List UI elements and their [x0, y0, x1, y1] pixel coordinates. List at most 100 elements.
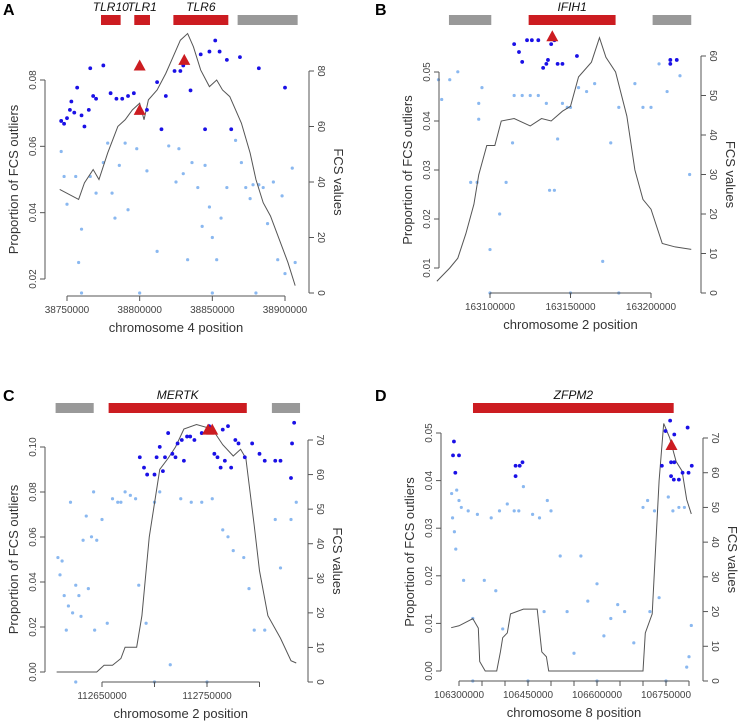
fcs-outlier-point — [192, 438, 197, 442]
fcs-point — [62, 593, 66, 598]
fcs-point — [207, 205, 212, 209]
gene-label: IFIH1 — [557, 0, 586, 14]
fcs-outlier-point — [185, 434, 189, 439]
fcs-outlier-point — [175, 441, 180, 446]
fcs-point — [280, 194, 284, 198]
fcs-point — [544, 101, 548, 105]
fcs-outlier-point — [172, 69, 177, 73]
right-tick-label: 10 — [709, 641, 720, 653]
fcs-point — [74, 174, 78, 179]
fcs-point — [247, 587, 251, 591]
left-tick-label: 0.04 — [422, 111, 433, 131]
right-tick-label: 10 — [314, 642, 325, 654]
right-tick-label: 0 — [314, 679, 325, 685]
fcs-point — [265, 222, 270, 226]
fcs-outlier-point — [59, 119, 64, 123]
fcs-outlier-point — [69, 99, 74, 104]
fcs-outlier-point — [672, 460, 677, 465]
fcs-point — [137, 583, 141, 587]
left-tick-label: 0.03 — [422, 160, 433, 180]
fcs-outlier-point — [262, 458, 267, 463]
fcs-point — [632, 641, 636, 645]
fcs-point — [510, 141, 515, 145]
fcs-point — [289, 517, 293, 522]
fcs-outlier-point — [65, 116, 69, 121]
fcs-outlier-point — [517, 50, 521, 54]
right-tick-label: 70 — [314, 434, 325, 446]
fcs-outlier-point — [451, 453, 455, 458]
fcs-point — [271, 180, 275, 184]
fcs-outlier-point — [229, 465, 234, 470]
fcs-point — [94, 191, 98, 195]
fcs-point — [66, 604, 70, 608]
fcs-outlier-point — [108, 91, 113, 96]
left-tick-label: 0.05 — [422, 62, 433, 82]
panel-b: B IFIH1 163100000 163150000 163200000 chromos… — [375, 0, 738, 332]
fcs-outlier-point — [668, 58, 673, 62]
fcs-outlier-point — [278, 458, 283, 463]
fcs-point — [145, 169, 149, 173]
panel-letter: D — [375, 388, 387, 405]
fcs-point — [95, 538, 99, 542]
fcs-outlier-point — [233, 438, 238, 442]
fcs-outlier-point — [672, 432, 677, 437]
left-tick-label: 0.00 — [424, 661, 435, 681]
fcs-outlier-point — [154, 455, 159, 460]
panel-c: C MERTK 112650000 112750000 chromosome 2 pos… — [3, 388, 345, 721]
fcs-point — [649, 105, 653, 109]
fcs-outlier-point — [212, 451, 217, 456]
fcs-point — [545, 498, 549, 503]
candidate-snp-triangle — [665, 438, 678, 450]
fcs-point — [609, 141, 613, 145]
fcs-point — [452, 530, 456, 534]
left-tick-label: 0.08 — [28, 70, 39, 90]
fcs-point — [293, 260, 297, 265]
candidate-snp-triangle — [546, 30, 559, 42]
right-tick-label: 30 — [709, 571, 720, 583]
fcs-outlier-point — [82, 124, 87, 129]
fcs-point — [466, 509, 470, 513]
fcs-point — [254, 291, 258, 295]
fcs-point — [251, 183, 255, 187]
fcs-point — [81, 538, 85, 542]
fcs-point — [616, 603, 620, 607]
fcs-point — [231, 549, 235, 553]
fcs-point — [116, 500, 120, 504]
fcs-point — [167, 144, 171, 148]
fcs-outlier-point — [513, 474, 518, 479]
fcs-outlier-point — [292, 420, 297, 425]
fcs-point — [602, 634, 606, 638]
left-tick-label: 0.00 — [28, 662, 39, 682]
fcs-point — [290, 166, 294, 170]
fcs-point — [505, 502, 509, 506]
fcs-point — [190, 160, 194, 165]
x-tick-label: 38900000 — [263, 305, 308, 316]
fcs-point — [144, 621, 148, 625]
right-tick-label: 40 — [709, 537, 720, 549]
fcs-outlier-point — [273, 458, 278, 463]
fcs-point — [565, 609, 569, 614]
left-tick-label: 0.02 — [28, 269, 39, 289]
gene-label: ZFPM2 — [553, 388, 594, 402]
left-axis-title: Proportion of FCS outliers — [6, 104, 21, 254]
fcs-point — [448, 78, 452, 82]
fcs-point — [682, 505, 687, 510]
candidate-snp-triangle — [178, 53, 191, 65]
fcs-point — [462, 578, 466, 582]
x-tick-label: 38800000 — [117, 305, 162, 316]
fcs-point — [179, 497, 183, 501]
fcs-point — [126, 208, 130, 212]
fcs-point — [200, 224, 204, 228]
fcs-point — [239, 160, 243, 165]
fcs-point — [210, 235, 214, 240]
right-tick-label: 80 — [315, 65, 326, 77]
fcs-outlier-point — [529, 38, 534, 43]
fcs-point — [436, 78, 441, 82]
fcs-point — [633, 82, 637, 86]
fcs-outlier-point — [101, 63, 106, 68]
fcs-point — [542, 609, 546, 614]
fcs-outlier-point — [676, 477, 681, 482]
fcs-point — [528, 93, 532, 98]
fcs-point — [105, 621, 109, 625]
